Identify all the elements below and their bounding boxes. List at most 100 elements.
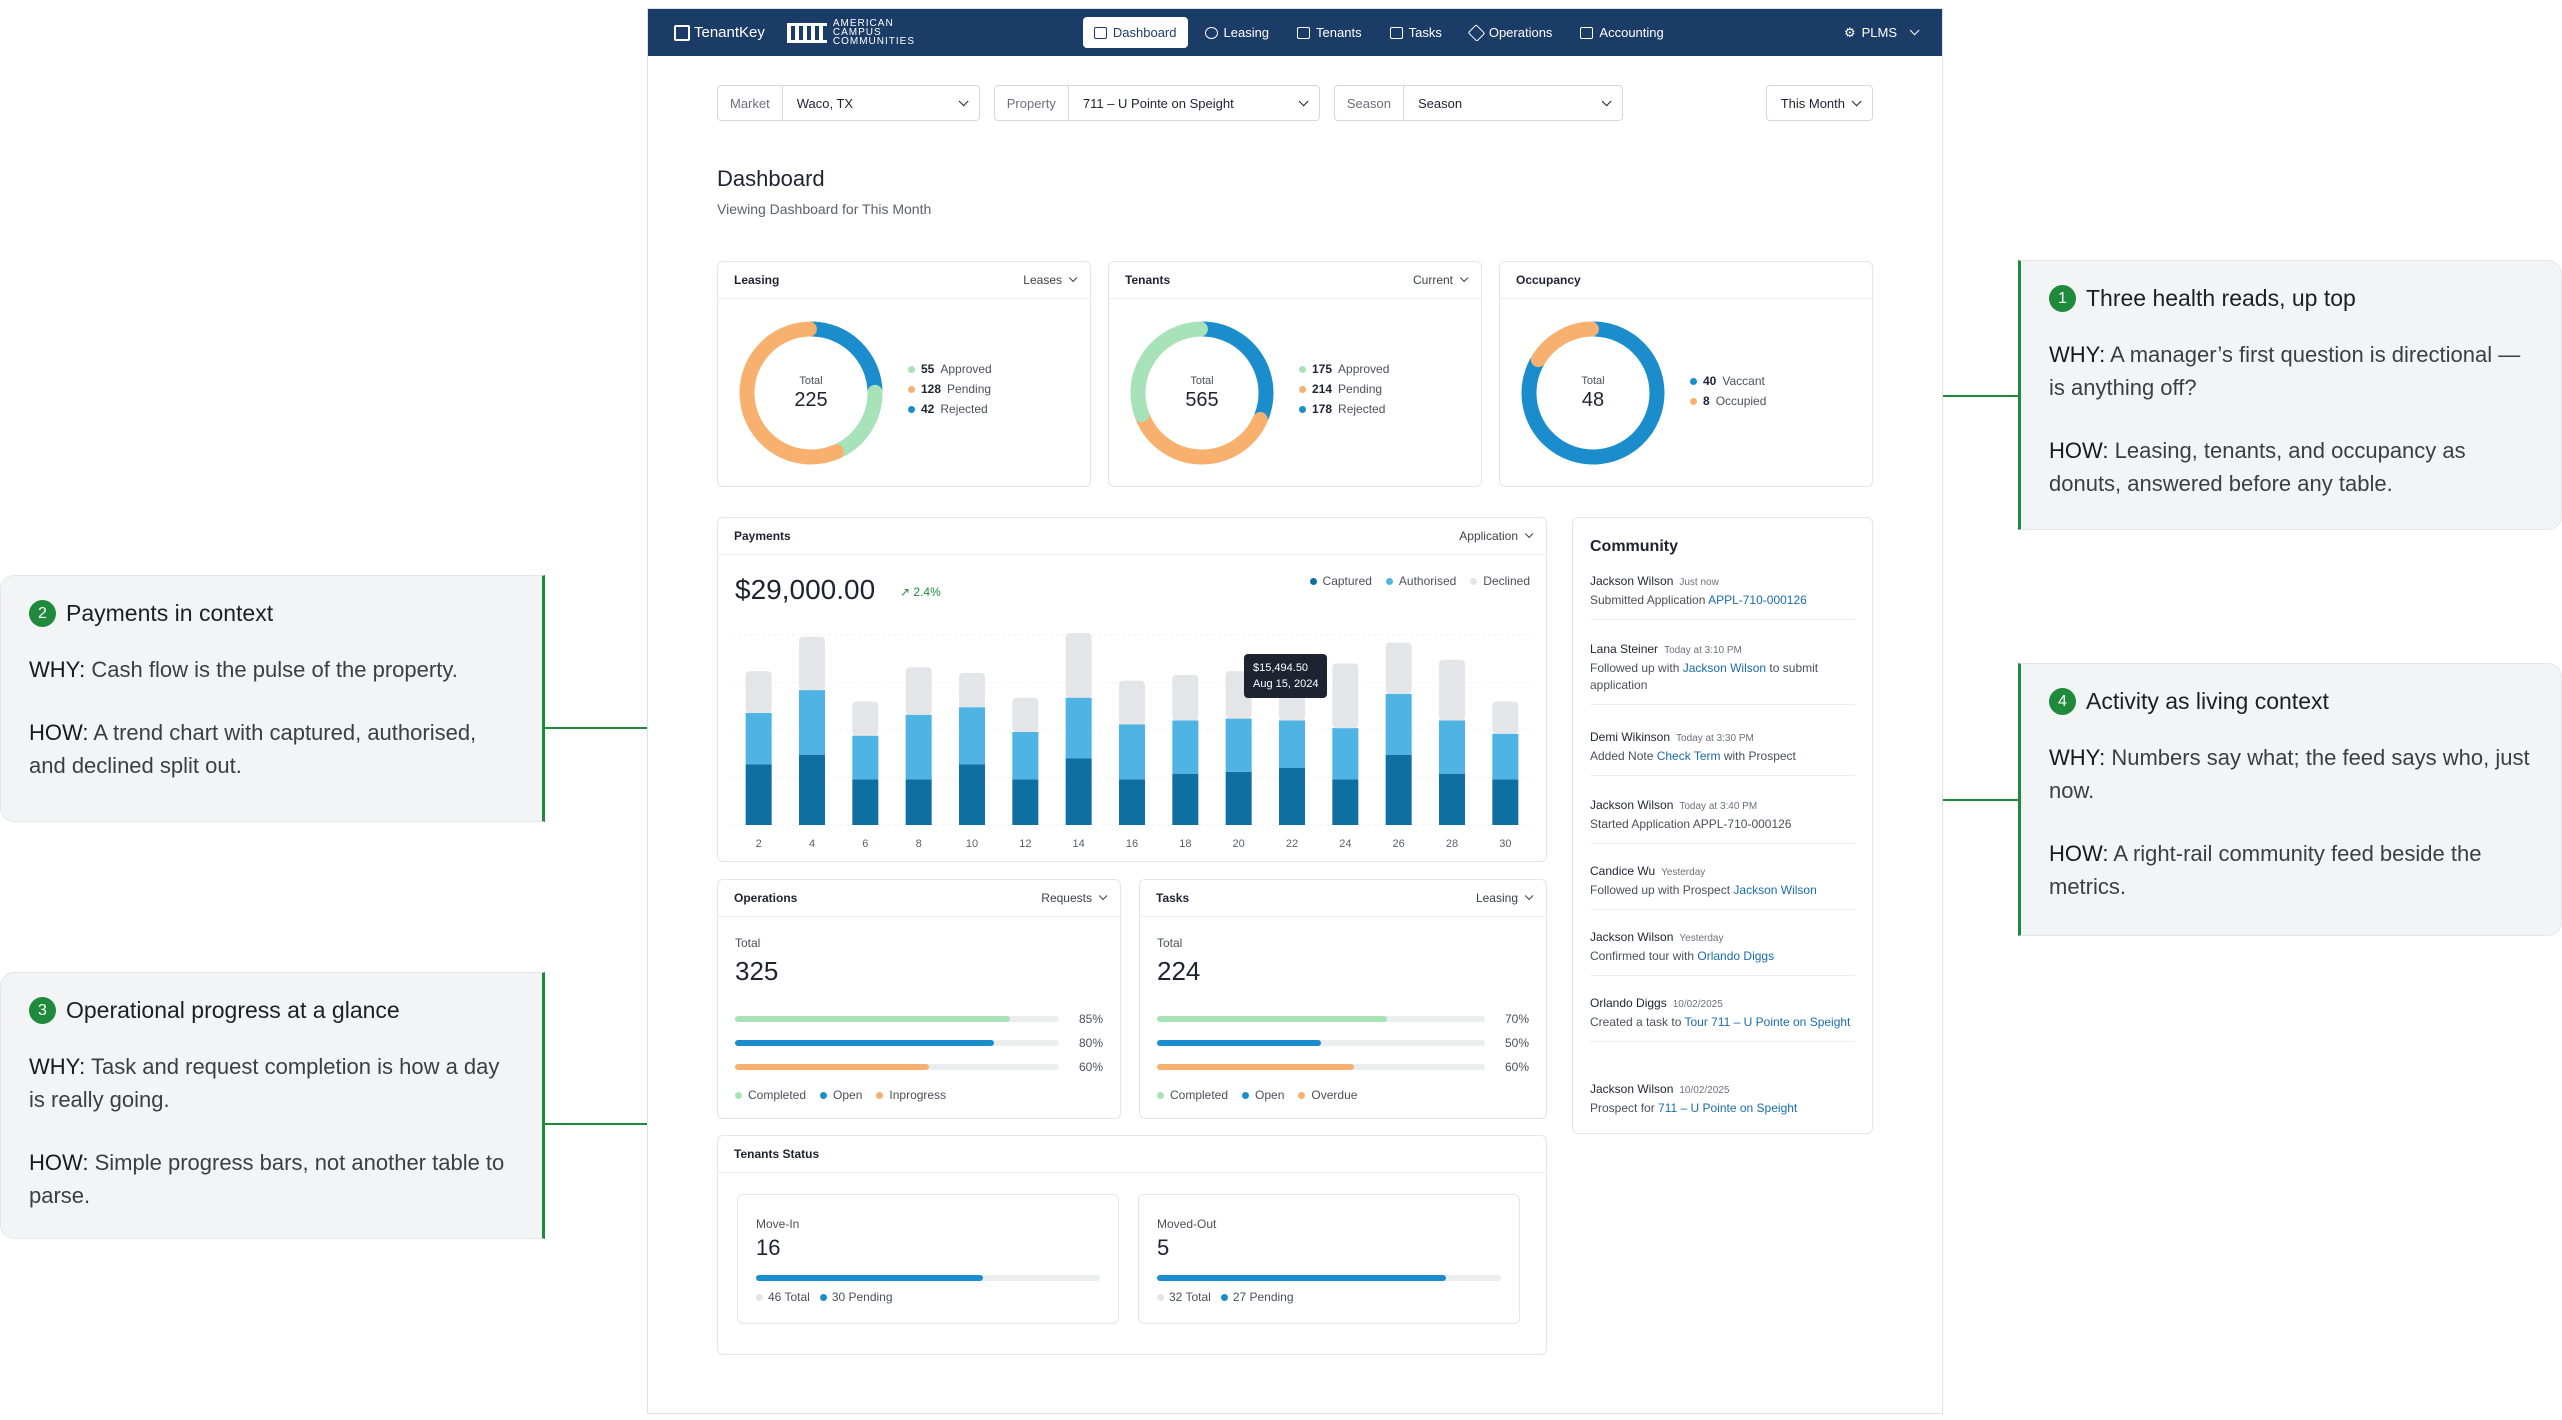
feed-item[interactable]: Jackson Wilson Today at 3:40 PM Started Ap… bbox=[1590, 798, 1855, 844]
bar-authorised-8[interactable] bbox=[905, 714, 932, 780]
nav-operations[interactable]: Operations bbox=[1459, 17, 1564, 48]
bar-captured-20[interactable] bbox=[1225, 771, 1252, 825]
bar-declined-18[interactable] bbox=[1172, 674, 1199, 721]
payments-selector[interactable]: Application bbox=[1459, 529, 1534, 543]
market-select[interactable]: Market Waco, TX bbox=[717, 85, 980, 121]
bar-captured-8[interactable] bbox=[905, 779, 932, 825]
tenantkey-logo[interactable]: TenantKey bbox=[674, 24, 765, 41]
feed-item[interactable]: Jackson Wilson Yesterday Confirmed tour wi… bbox=[1590, 930, 1855, 976]
bar-declined-30[interactable] bbox=[1492, 701, 1519, 734]
legend-dot bbox=[908, 365, 915, 373]
bar-authorised-22[interactable] bbox=[1279, 720, 1305, 769]
bar-authorised-4[interactable] bbox=[799, 690, 825, 755]
account-menu[interactable]: ⚙ PLMS bbox=[1844, 25, 1920, 41]
bar-captured-12[interactable] bbox=[1012, 779, 1039, 825]
bar-authorised-24[interactable] bbox=[1332, 728, 1359, 780]
bar-captured-16[interactable] bbox=[1119, 779, 1145, 825]
bar-captured-22[interactable] bbox=[1279, 768, 1305, 825]
progress-track bbox=[1157, 1064, 1485, 1070]
legend-value: 128 bbox=[921, 382, 942, 396]
bar-captured-10[interactable] bbox=[959, 764, 985, 825]
nav-accounting[interactable]: Accounting bbox=[1569, 17, 1674, 48]
bar-authorised-18[interactable] bbox=[1172, 720, 1199, 774]
feed-link[interactable]: Tour 711 – U Pointe on Speight bbox=[1684, 1015, 1851, 1029]
leasing-selector[interactable]: Leases bbox=[1023, 273, 1078, 287]
tools-icon bbox=[1467, 23, 1486, 42]
bar-declined-14[interactable] bbox=[1065, 633, 1092, 698]
progress-pct: 50% bbox=[1504, 1036, 1529, 1050]
feed-author: Orlando Diggs 10/02/2025 bbox=[1590, 996, 1855, 1010]
feed-link[interactable]: Jackson Wilson bbox=[1733, 883, 1817, 897]
bar-authorised-26[interactable] bbox=[1385, 693, 1412, 755]
season-select[interactable]: Season Season bbox=[1333, 85, 1623, 121]
total-label: Total bbox=[735, 936, 761, 950]
bar-authorised-30[interactable] bbox=[1492, 733, 1519, 780]
feed-item[interactable]: Jackson Wilson Just now Submitted Applicat… bbox=[1590, 574, 1855, 620]
bar-declined-6[interactable] bbox=[852, 701, 879, 736]
bar-declined-10[interactable] bbox=[959, 673, 985, 708]
feed-link[interactable]: Jackson Wilson bbox=[1682, 661, 1767, 675]
bar-authorised-16[interactable] bbox=[1119, 724, 1145, 780]
operations-selector[interactable]: Requests bbox=[1041, 891, 1108, 905]
bar-captured-24[interactable] bbox=[1332, 779, 1359, 825]
nav-dashboard[interactable]: Dashboard bbox=[1082, 17, 1188, 48]
tasks-selector[interactable]: Leasing bbox=[1475, 891, 1534, 905]
bar-declined-8[interactable] bbox=[905, 667, 932, 715]
bar-captured-18[interactable] bbox=[1172, 773, 1199, 825]
bar-declined-12[interactable] bbox=[1012, 697, 1039, 732]
nav-tenants[interactable]: Tenants bbox=[1286, 17, 1373, 48]
bar-authorised-12[interactable] bbox=[1012, 731, 1039, 780]
bar-declined-16[interactable] bbox=[1119, 680, 1145, 725]
bar-declined-2[interactable] bbox=[745, 671, 772, 713]
bar-declined-24[interactable] bbox=[1332, 663, 1359, 729]
bar-declined-28[interactable] bbox=[1439, 659, 1465, 721]
callout-number: 3 bbox=[29, 997, 56, 1024]
callout-health-reads: 1 Three health reads, up top WHY: A manag… bbox=[2018, 260, 2562, 530]
feed-item[interactable]: Candice Wu Yesterday Followed up with Pros… bbox=[1590, 864, 1855, 910]
bar-authorised-10[interactable] bbox=[959, 707, 985, 765]
bar-declined-26[interactable] bbox=[1385, 642, 1412, 694]
callout-number: 4 bbox=[2049, 688, 2076, 715]
feed-link[interactable]: APPL-710-000126 bbox=[1708, 593, 1807, 607]
filter-bar: Market Waco, TX Property 711 – U Pointe on… bbox=[717, 85, 1873, 121]
feed-item[interactable]: Lana Steiner Today at 3:10 PM Followed up … bbox=[1590, 642, 1855, 705]
bar-authorised-14[interactable] bbox=[1065, 697, 1092, 759]
feed-link[interactable]: Check Term bbox=[1656, 749, 1721, 763]
legend-dot bbox=[1470, 577, 1478, 585]
feed-link[interactable]: Orlando Diggs bbox=[1697, 949, 1775, 963]
status-pending: 27 Pending bbox=[1232, 1290, 1294, 1304]
nav-tasks[interactable]: Tasks bbox=[1379, 17, 1453, 48]
status-label: Move-In bbox=[756, 1217, 800, 1231]
bar-declined-4[interactable] bbox=[799, 636, 825, 691]
bar-captured-26[interactable] bbox=[1385, 754, 1412, 825]
chevron-down-icon bbox=[1851, 95, 1862, 106]
selector-label: Requests bbox=[1041, 891, 1092, 905]
feed-item[interactable]: Demi Wikinson Today at 3:30 PM Added Note … bbox=[1590, 730, 1855, 776]
feed-item[interactable]: Jackson Wilson 10/02/2025 Prospect for 711… bbox=[1590, 1082, 1855, 1127]
legend-dot bbox=[820, 1091, 828, 1099]
feed-name: Candice Wu bbox=[1590, 864, 1656, 878]
tenants-selector[interactable]: Current bbox=[1413, 273, 1469, 287]
selector-label: Leasing bbox=[1475, 891, 1518, 905]
bar-authorised-6[interactable] bbox=[852, 735, 879, 780]
chart-tooltip: $15,494.50 Aug 15, 2024 bbox=[1244, 654, 1328, 698]
property-select[interactable]: Property 711 – U Pointe on Speight bbox=[993, 85, 1320, 121]
bar-captured-28[interactable] bbox=[1439, 773, 1465, 825]
operations-card: Operations Requests Total 325 85% 80% 60%… bbox=[717, 879, 1121, 1119]
bar-authorised-28[interactable] bbox=[1439, 720, 1465, 774]
legend-dot bbox=[1299, 365, 1306, 373]
bar-captured-30[interactable] bbox=[1492, 779, 1519, 825]
x-tick-label: 10 bbox=[966, 838, 978, 850]
legend-dot bbox=[1299, 405, 1306, 413]
bar-captured-2[interactable] bbox=[745, 764, 772, 825]
bar-captured-6[interactable] bbox=[852, 779, 879, 825]
card-title: Leasing bbox=[734, 273, 780, 287]
period-select[interactable]: This Month bbox=[1765, 85, 1873, 121]
feed-item[interactable]: Orlando Diggs 10/02/2025 Created a task to… bbox=[1590, 996, 1855, 1042]
feed-link[interactable]: 711 – U Pointe on Speight bbox=[1658, 1101, 1798, 1115]
bar-authorised-20[interactable] bbox=[1225, 718, 1252, 772]
bar-authorised-2[interactable] bbox=[745, 712, 772, 765]
nav-leasing[interactable]: Leasing bbox=[1194, 17, 1281, 48]
bar-captured-14[interactable] bbox=[1065, 758, 1092, 826]
bar-captured-4[interactable] bbox=[799, 754, 825, 825]
